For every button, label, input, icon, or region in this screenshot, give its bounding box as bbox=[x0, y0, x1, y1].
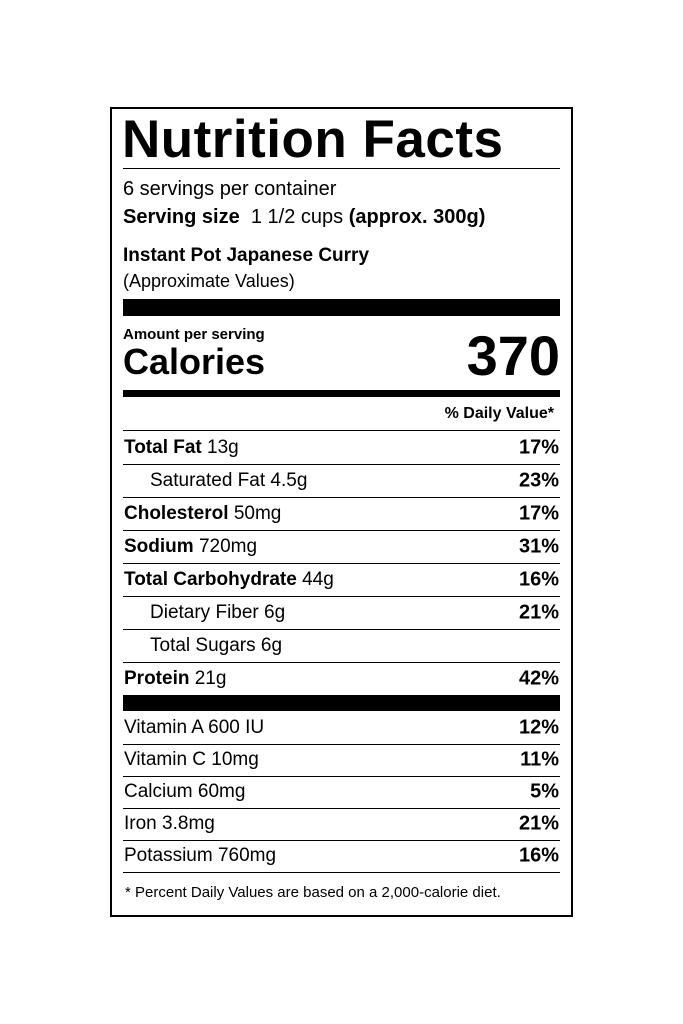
rule bbox=[123, 430, 560, 431]
nutrient-label: Total Carbohydrate 44g bbox=[124, 569, 334, 591]
nutrient-amount: 21g bbox=[194, 667, 227, 689]
nutrient-amount: 6g bbox=[260, 634, 283, 656]
serving-size-label: Serving size bbox=[123, 206, 240, 228]
nutrient-label: Calcium 60mg bbox=[124, 781, 245, 803]
servings: 6 servings per container bbox=[123, 178, 337, 200]
daily-value: 16% bbox=[518, 844, 559, 867]
nutrient-label: Potassium 760mg bbox=[124, 845, 276, 867]
amount-label: Amount per serving bbox=[123, 326, 265, 343]
nutrient-label: Total Fat 13g bbox=[124, 437, 239, 459]
thick-rule bbox=[123, 299, 560, 316]
nutrient-amount: 13g bbox=[207, 436, 239, 458]
nutrient-name: Potassium bbox=[124, 845, 213, 866]
nutrient-amount: 3.8mg bbox=[162, 813, 215, 834]
nutrient-label: Total Sugars 6g bbox=[150, 635, 282, 657]
nutrient-amount: 60mg bbox=[197, 781, 246, 802]
nutrient-name: Cholesterol bbox=[124, 502, 229, 524]
nutrient-row: Iron 3.8mg 21% bbox=[123, 808, 560, 841]
nutrient-name: Vitamin A bbox=[124, 717, 203, 738]
note: (Approximate Values) bbox=[123, 271, 295, 291]
nutrient-amount: 6g bbox=[264, 601, 286, 623]
nutrient-amount: 44g bbox=[302, 568, 334, 590]
daily-value: 31% bbox=[518, 535, 559, 557]
serving-size-weight: (approx. 300g) bbox=[348, 206, 486, 228]
nutrient-name: Protein bbox=[124, 667, 190, 689]
nutrient-name: Calcium bbox=[124, 781, 193, 802]
nutrient-label: Protein 21g bbox=[124, 668, 226, 690]
daily-value: 5% bbox=[530, 780, 559, 803]
daily-value: 17% bbox=[518, 502, 559, 524]
nutrient-name: Saturated Fat bbox=[150, 469, 266, 491]
nutrient-label: Dietary Fiber 6g bbox=[150, 602, 285, 624]
daily-value: 12% bbox=[518, 716, 559, 739]
serving-size-amount: 1 1/2 cups bbox=[250, 206, 344, 228]
nutrient-amount: 760mg bbox=[217, 845, 277, 866]
product: Instant Pot Japanese Curry bbox=[123, 245, 370, 266]
nutrient-row: Saturated Fat 4.5g 23% bbox=[123, 464, 560, 498]
medium-rule bbox=[123, 390, 560, 397]
daily-value: 17% bbox=[518, 436, 559, 458]
nutrient-label: Saturated Fat 4.5g bbox=[150, 470, 307, 492]
nutrient-row: Dietary Fiber 6g 21% bbox=[123, 596, 560, 630]
nutrient-row: Protein 21g 42% bbox=[123, 662, 560, 695]
title: Nutrition Facts bbox=[122, 110, 504, 169]
rule bbox=[123, 168, 560, 169]
nutrient-name: Total Carbohydrate bbox=[124, 568, 297, 590]
daily-value: 42% bbox=[518, 667, 559, 689]
nutrient-row: Sodium 720mg 31% bbox=[123, 530, 560, 564]
daily-value: 21% bbox=[518, 601, 559, 623]
nutrient-row: Cholesterol 50mg 17% bbox=[123, 497, 560, 531]
nutrient-label: Iron 3.8mg bbox=[124, 813, 215, 835]
nutrient-row: Potassium 760mg 16% bbox=[123, 840, 560, 873]
nutrient-label: Sodium 720mg bbox=[124, 536, 257, 558]
nutrient-name: Iron bbox=[124, 813, 157, 834]
nutrient-amount: 600 IU bbox=[208, 717, 265, 738]
nutrient-name: Total Sugars bbox=[150, 634, 256, 656]
serving-size: Serving size 1 1/2 cups (approx. 300g) bbox=[123, 206, 485, 229]
nutrient-row: Total Sugars 6g bbox=[123, 629, 560, 663]
thick-rule bbox=[123, 695, 560, 711]
nutrient-amount: 50mg bbox=[233, 502, 282, 524]
nutrient-name: Total Fat bbox=[124, 436, 202, 458]
daily-value: 11% bbox=[520, 748, 559, 771]
daily-value: 21% bbox=[518, 812, 559, 835]
nutrient-name: Sodium bbox=[124, 535, 194, 557]
daily-value: 16% bbox=[518, 568, 559, 590]
footnote: * Percent Daily Values are based on a 2,… bbox=[125, 884, 501, 901]
nutrient-row: Calcium 60mg 5% bbox=[123, 776, 560, 809]
nutrient-amount: 720mg bbox=[198, 535, 258, 557]
nutrient-label: Cholesterol 50mg bbox=[124, 503, 281, 525]
nutrient-label: Vitamin C 10mg bbox=[124, 749, 259, 771]
nutrient-label: Vitamin A 600 IU bbox=[124, 717, 264, 739]
nutrient-name: Vitamin C bbox=[124, 749, 207, 770]
nutrition-label: Nutrition Facts 6 servings per container… bbox=[110, 107, 573, 917]
nutrient-name: Dietary Fiber bbox=[150, 601, 259, 623]
nutrient-row: Total Carbohydrate 44g 16% bbox=[123, 563, 560, 597]
calories-label: Calories bbox=[123, 341, 266, 382]
nutrient-row: Vitamin A 600 IU 12% bbox=[123, 712, 560, 745]
daily-value: 23% bbox=[518, 469, 559, 491]
nutrient-row: Total Fat 13g 17% bbox=[123, 431, 560, 465]
nutrient-row: Vitamin C 10mg 11% bbox=[123, 744, 560, 777]
calories-value: 370 bbox=[466, 324, 560, 387]
nutrient-amount: 4.5g bbox=[270, 469, 308, 491]
daily-value-header: % Daily Value* bbox=[444, 405, 554, 422]
nutrient-amount: 10mg bbox=[211, 749, 259, 770]
